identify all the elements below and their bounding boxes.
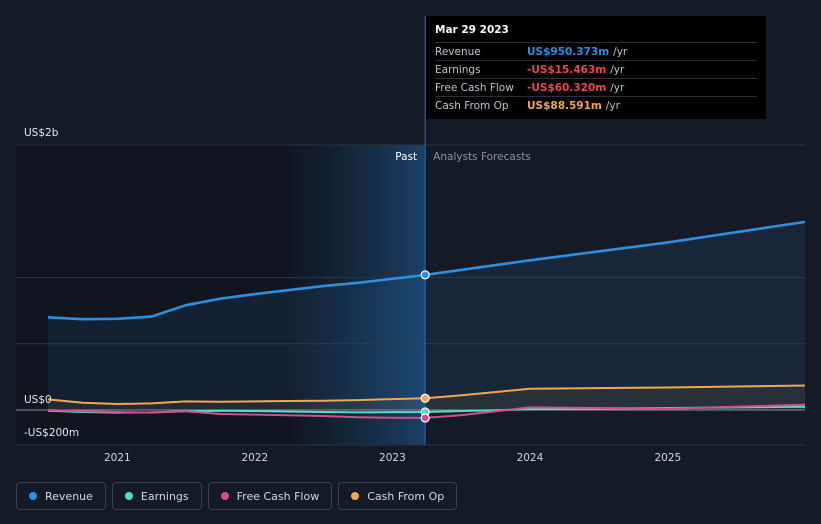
x-tick-label: 2025 [654,452,681,464]
legend-dot-icon [351,492,360,500]
legend-dot-icon [220,492,229,500]
legend-label: Revenue [45,489,93,503]
gridlines [16,144,805,446]
marker-revenue [420,270,430,280]
tooltip-row-revenue: Revenue US$950.373m /yr [435,42,757,60]
tooltip-label: Revenue [435,45,481,58]
chart: US$2b US$0 -US$200m Past Analysts Foreca… [16,16,806,464]
legend-item-cash-from-op[interactable]: Cash From Op [338,482,458,510]
tooltip-label: Earnings [435,63,481,76]
past-highlight-region [290,145,426,445]
tooltip-value: US$950.373m [527,45,610,58]
x-axis-ticks: 2021 2022 2023 2024 2025 [104,452,681,464]
y-label-top: US$2b [24,127,59,139]
y-label-zero: US$0 [24,394,52,406]
divider-markers [420,270,430,423]
tooltip: Mar 29 2023 Revenue US$950.373m /yr Earn… [426,16,766,119]
tooltip-unit: /yr [613,45,628,58]
series-area-cash-from-op [48,385,805,410]
legend-label: Earnings [140,489,189,503]
tooltip-date: Mar 29 2023 [435,24,509,36]
legend-dot-icon [29,492,37,500]
series-line-free-cash-flow [47,403,806,419]
marker-cash-from-op [420,393,430,403]
y-label-negative: -US$200m [24,427,79,439]
tooltip-row-free-cash-flow: Free Cash Flow -US$60.320m /yr [435,78,757,96]
tooltip-unit: /yr [605,99,620,112]
tooltip-row-cash-from-op: Cash From Op US$88.591m /yr [435,96,757,114]
series-line-cash-from-op [47,384,806,405]
legend-item-free-cash-flow[interactable]: Free Cash Flow [207,482,333,510]
legend: Revenue Earnings Free Cash Flow Cash Fro… [16,482,458,512]
tooltip-value: -US$60.320m [527,81,607,94]
x-tick-label: 2023 [379,452,406,464]
series-line-revenue [47,220,806,321]
series-lines [47,220,806,419]
tooltip-label: Cash From Op [435,99,509,112]
series-area-revenue [48,221,805,410]
legend-label: Cash From Op [367,489,445,503]
x-tick-label: 2022 [241,452,268,464]
tooltip-value: -US$15.463m [527,63,607,76]
marker-free-cash-flow [420,413,430,423]
series-areas [48,221,805,410]
legend-dot-icon [124,492,133,500]
x-tick-label: 2024 [517,452,544,464]
past-label: Past [395,151,417,163]
legend-label: Free Cash Flow [236,489,320,503]
legend-item-revenue[interactable]: Revenue [16,482,106,510]
tooltip-row-earnings: Earnings -US$15.463m /yr [435,60,757,78]
tooltip-label: Free Cash Flow [435,81,514,94]
tooltip-unit: /yr [610,81,625,94]
tooltip-unit: /yr [610,63,625,76]
x-tick-label: 2021 [104,452,131,464]
legend-item-earnings[interactable]: Earnings [111,482,202,510]
forecast-label: Analysts Forecasts [433,151,531,163]
tooltip-value: US$88.591m [527,99,602,112]
